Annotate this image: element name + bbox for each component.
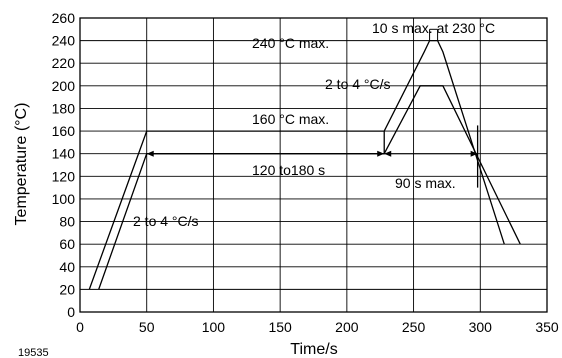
annotation-time-at-peak: 10 s max. at 230 °C <box>372 20 495 36</box>
y-tick-label-0: 0 <box>67 304 75 320</box>
annotation-preheat-max: 160 °C max. <box>252 111 329 127</box>
x-tick-label-150: 150 <box>268 319 292 335</box>
y-tick-label-100: 100 <box>52 191 76 207</box>
y-tick-label-120: 120 <box>52 168 76 184</box>
annotation-peak-max: 240 °C max. <box>252 35 329 51</box>
annotation-time-above: 90 s max. <box>395 175 456 191</box>
x-tick-label-50: 50 <box>139 319 155 335</box>
x-tick-label-350: 350 <box>535 319 559 335</box>
x-tick-label-300: 300 <box>469 319 493 335</box>
y-tick-label-180: 180 <box>52 100 76 116</box>
y-tick-label-260: 260 <box>52 10 76 26</box>
annotation-ramp-to-peak-rate: 2 to 4 °C/s <box>325 76 391 92</box>
x-tick-label-100: 100 <box>202 319 226 335</box>
x-tick-label-250: 250 <box>402 319 426 335</box>
y-tick-label-80: 80 <box>59 214 75 230</box>
y-tick-label-40: 40 <box>59 259 75 275</box>
y-axis-title: Temperature (°C) <box>13 103 30 226</box>
y-tick-label-160: 160 <box>52 123 76 139</box>
annotation-ramp-up-rate: 2 to 4 °C/s <box>133 213 199 229</box>
y-tick-label-220: 220 <box>52 55 76 71</box>
x-tick-label-0: 0 <box>76 319 84 335</box>
figure-id: 19535 <box>18 347 49 358</box>
preheat-duration-arrow-right <box>377 151 384 157</box>
y-tick-label-60: 60 <box>59 236 75 252</box>
y-tick-label-200: 200 <box>52 78 76 94</box>
y-tick-label-240: 240 <box>52 33 76 49</box>
x-tick-label-200: 200 <box>335 319 359 335</box>
y-tick-label-20: 20 <box>59 281 75 297</box>
preheat-duration-arrow-left <box>147 151 154 157</box>
x-axis-title: Time/s <box>290 341 337 358</box>
y-tick-label-140: 140 <box>52 146 76 162</box>
annotation-preheat-duration: 120 to180 s <box>252 162 325 178</box>
